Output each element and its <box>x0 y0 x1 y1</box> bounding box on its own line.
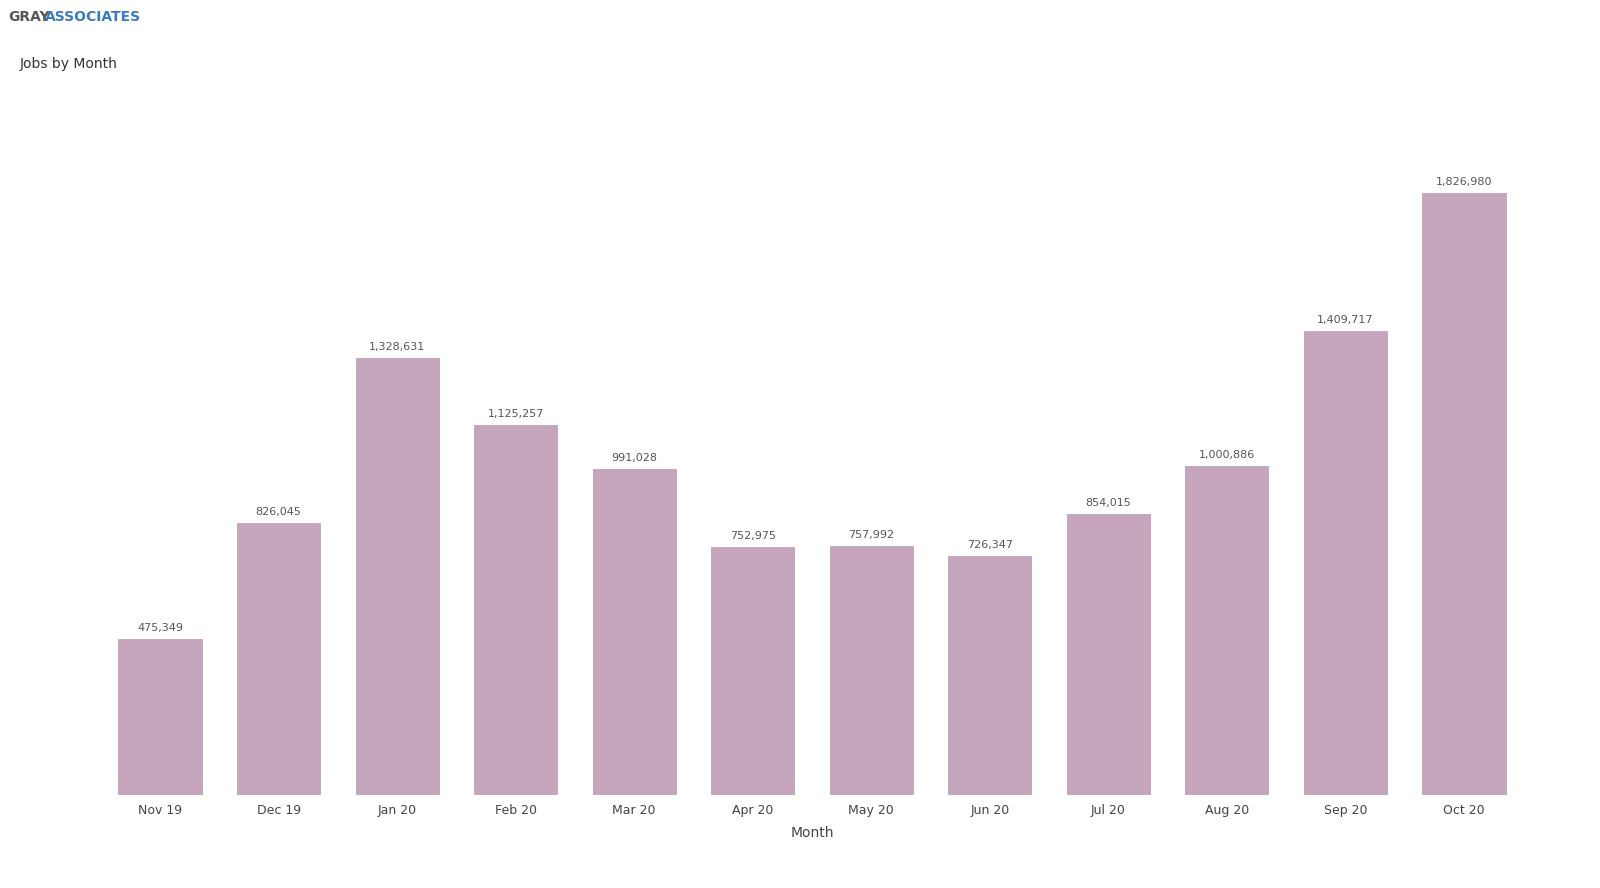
Text: 752,975: 752,975 <box>730 531 776 542</box>
Bar <box>829 544 914 795</box>
Bar <box>1302 329 1389 795</box>
Bar <box>592 468 677 795</box>
Text: 757,992: 757,992 <box>848 530 894 540</box>
Bar <box>947 555 1032 795</box>
Text: 1,000,886: 1,000,886 <box>1198 449 1254 460</box>
Bar <box>710 546 795 795</box>
Text: 991,028: 991,028 <box>611 453 658 463</box>
Bar <box>355 357 440 795</box>
Text: GRAY: GRAY <box>8 10 50 24</box>
Text: Jobs by Month: Jobs by Month <box>19 57 117 71</box>
Bar <box>1066 513 1150 795</box>
Bar <box>1421 192 1507 795</box>
Text: 726,347: 726,347 <box>966 540 1013 551</box>
Text: 1,125,257: 1,125,257 <box>488 408 544 418</box>
Text: 854,015: 854,015 <box>1085 498 1131 508</box>
Text: ASSOCIATES: ASSOCIATES <box>45 10 141 24</box>
Text: 826,045: 826,045 <box>256 507 301 518</box>
Bar <box>117 638 203 795</box>
Text: 1,826,980: 1,826,980 <box>1435 178 1493 187</box>
X-axis label: Month: Month <box>790 826 834 840</box>
Bar <box>1184 464 1269 795</box>
Text: 475,349: 475,349 <box>138 623 182 633</box>
Bar <box>235 522 322 795</box>
Bar <box>474 424 558 795</box>
Text: 1,409,717: 1,409,717 <box>1317 315 1374 325</box>
Text: 1,328,631: 1,328,631 <box>370 342 426 352</box>
